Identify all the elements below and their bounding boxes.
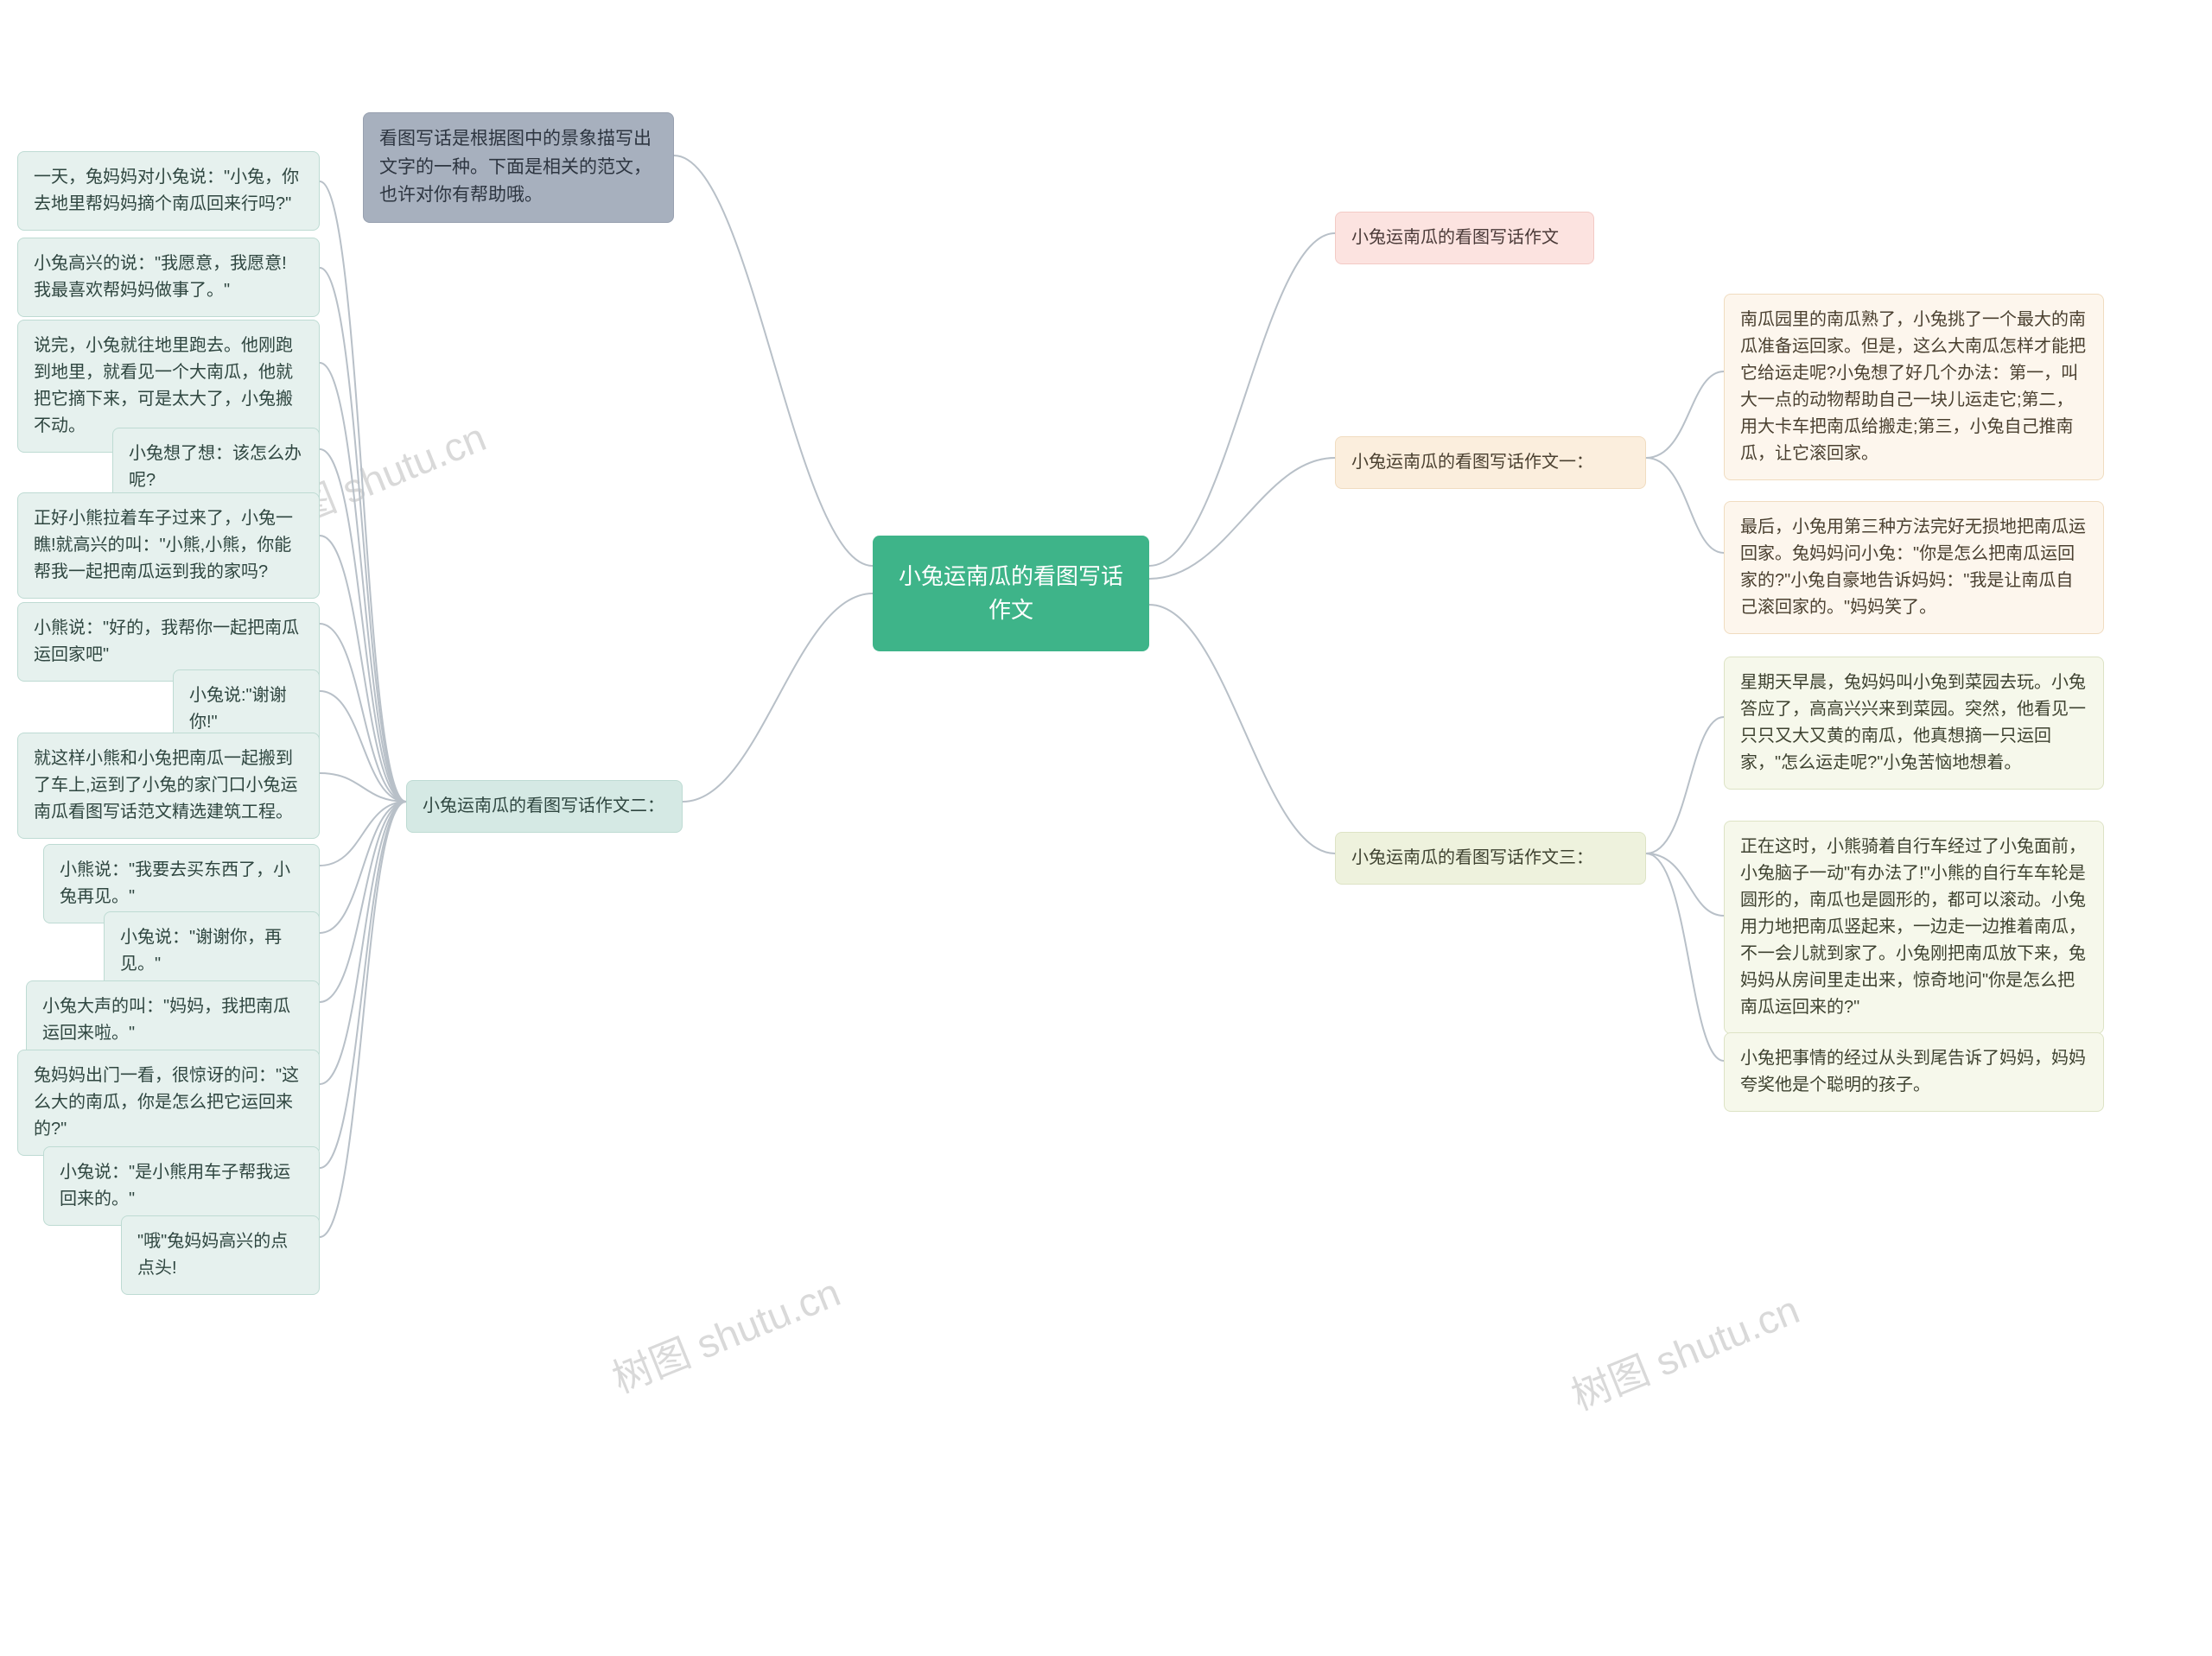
section-2-title: 小兔运南瓜的看图写话作文一： (1351, 453, 1593, 472)
section-2-leaf[interactable]: 南瓜园里的南瓜熟了，小兔挑了一个最大的南瓜准备运回家。但是，这么大南瓜怎样才能把… (1724, 294, 2104, 480)
section-3-leaf-text: 正在这时，小熊骑着自行车经过了小兔面前，小兔脑子一动"有办法了!"小熊的自行车车… (1740, 837, 2086, 1017)
section-4-leaf[interactable]: 一天，兔妈妈对小兔说："小兔，你去地里帮妈妈摘个南瓜回来行吗?" (17, 151, 320, 231)
section-4-leaf-text: 小兔说："谢谢你，再见。" (120, 928, 282, 974)
root-text: 小兔运南瓜的看图写话作文 (899, 563, 1123, 623)
section-4-leaf-text: "哦"兔妈妈高兴的点点头! (137, 1232, 288, 1278)
section-4-leaf-text: 正好小熊拉着车子过来了，小兔一瞧!就高兴的叫："小熊,小熊，你能帮我一起把南瓜运… (34, 509, 293, 581)
section-4-leaf-text: 就这样小熊和小兔把南瓜一起搬到了车上,运到了小兔的家门口小兔运南瓜看图写话范文精… (34, 749, 298, 822)
section-4-leaf-text: 小兔大声的叫："妈妈，我把南瓜运回来啦。" (42, 997, 290, 1043)
intro-text: 看图写话是根据图中的景象描写出文字的一种。下面是相关的范文，也许对你有帮助哦。 (379, 129, 652, 205)
section-2-leaf-text: 南瓜园里的南瓜熟了，小兔挑了一个最大的南瓜准备运回家。但是，这么大南瓜怎样才能把… (1740, 310, 2086, 463)
section-4-leaf-text: 小兔说："是小熊用车子帮我运回来的。" (60, 1163, 290, 1209)
section-3-leaf[interactable]: 小兔把事情的经过从头到尾告诉了妈妈，妈妈夸奖他是个聪明的孩子。 (1724, 1032, 2104, 1112)
section-4-leaf-text: 小兔说:"谢谢你!" (189, 686, 287, 732)
section-4-title: 小兔运南瓜的看图写话作文二： (423, 796, 664, 815)
section-4-leaf-text: 小兔高兴的说："我愿意，我愿意!我最喜欢帮妈妈做事了。" (34, 254, 287, 300)
watermark: 树图 shutu.cn (1562, 1278, 1807, 1422)
root-node[interactable]: 小兔运南瓜的看图写话作文 (873, 536, 1149, 651)
section-4-leaf-text: 小熊说："好的，我帮你一起把南瓜运回家吧" (34, 619, 299, 664)
section-4-leaf-text: 兔妈妈出门一看，很惊讶的问："这么大的南瓜，你是怎么把它运回来的?" (34, 1066, 299, 1139)
section-4-leaf[interactable]: 小兔说："是小熊用车子帮我运回来的。" (43, 1146, 320, 1226)
section-4-node[interactable]: 小兔运南瓜的看图写话作文二： (406, 780, 683, 833)
section-4-leaf[interactable]: "哦"兔妈妈高兴的点点头! (121, 1215, 320, 1295)
section-2-node[interactable]: 小兔运南瓜的看图写话作文一： (1335, 436, 1646, 489)
section-2-leaf[interactable]: 最后，小兔用第三种方法完好无损地把南瓜运回家。兔妈妈问小兔："你是怎么把南瓜运回… (1724, 501, 2104, 634)
section-4-leaf-text: 小兔想了想：该怎么办呢? (129, 444, 302, 490)
section-4-leaf[interactable]: 小兔大声的叫："妈妈，我把南瓜运回来啦。" (26, 980, 320, 1060)
intro-node[interactable]: 看图写话是根据图中的景象描写出文字的一种。下面是相关的范文，也许对你有帮助哦。 (363, 112, 674, 223)
section-3-leaf[interactable]: 正在这时，小熊骑着自行车经过了小兔面前，小兔脑子一动"有办法了!"小熊的自行车车… (1724, 821, 2104, 1034)
section-3-title: 小兔运南瓜的看图写话作文三： (1351, 848, 1593, 867)
section-4-leaf[interactable]: 正好小熊拉着车子过来了，小兔一瞧!就高兴的叫："小熊,小熊，你能帮我一起把南瓜运… (17, 492, 320, 599)
section-4-leaf-text: 小熊说："我要去买东西了，小兔再见。" (60, 860, 290, 906)
section-4-leaf[interactable]: 就这样小熊和小兔把南瓜一起搬到了车上,运到了小兔的家门口小兔运南瓜看图写话范文精… (17, 733, 320, 839)
section-4-leaf-text: 说完，小兔就往地里跑去。他刚跑到地里，就看见一个大南瓜，他就把它摘下来，可是太大… (34, 336, 293, 435)
section-3-leaf-text: 星期天早晨，兔妈妈叫小兔到菜园去玩。小兔答应了，高高兴兴来到菜园。突然，他看见一… (1740, 673, 2086, 772)
section-3-leaf-text: 小兔把事情的经过从头到尾告诉了妈妈，妈妈夸奖他是个聪明的孩子。 (1740, 1049, 2086, 1094)
section-4-leaf[interactable]: 兔妈妈出门一看，很惊讶的问："这么大的南瓜，你是怎么把它运回来的?" (17, 1050, 320, 1156)
section-4-leaf[interactable]: 小兔说："谢谢你，再见。" (104, 911, 320, 991)
section-1-node[interactable]: 小兔运南瓜的看图写话作文 (1335, 212, 1594, 264)
section-3-leaf[interactable]: 星期天早晨，兔妈妈叫小兔到菜园去玩。小兔答应了，高高兴兴来到菜园。突然，他看见一… (1724, 657, 2104, 790)
section-2-leaf-text: 最后，小兔用第三种方法完好无损地把南瓜运回家。兔妈妈问小兔："你是怎么把南瓜运回… (1740, 517, 2086, 617)
section-4-leaf[interactable]: 小兔高兴的说："我愿意，我愿意!我最喜欢帮妈妈做事了。" (17, 238, 320, 317)
section-4-leaf-text: 一天，兔妈妈对小兔说："小兔，你去地里帮妈妈摘个南瓜回来行吗?" (34, 168, 299, 213)
watermark: 树图 shutu.cn (603, 1261, 848, 1405)
section-3-node[interactable]: 小兔运南瓜的看图写话作文三： (1335, 832, 1646, 885)
section-1-title: 小兔运南瓜的看图写话作文 (1351, 228, 1559, 247)
